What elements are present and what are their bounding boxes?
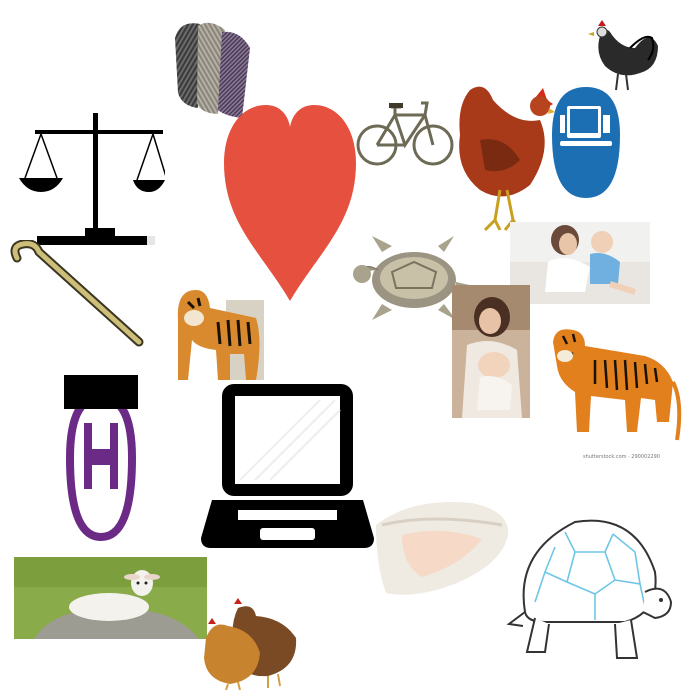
mother-baby-image: [510, 222, 650, 304]
watermark-text: shutterstock.com · 290002290: [583, 454, 660, 460]
rooster-image: [580, 18, 660, 98]
heart-icon: [222, 103, 358, 303]
bicycle-image: [355, 85, 455, 177]
tiger-photo-image: [168, 280, 264, 380]
walking-cane-image: [5, 240, 145, 350]
tortoise-outline-image: [505, 512, 675, 664]
swastika-badge-icon: [62, 373, 140, 543]
tiger-illustration-image: shutterstock.com · 290002290: [545, 312, 685, 462]
conch-shell-image: [372, 495, 512, 600]
hens-photo-image: [198, 598, 303, 690]
tortoise-figurine-image: [352, 232, 477, 324]
balance-scale-icon: [15, 108, 165, 248]
mother-sleeping-baby-image: [452, 285, 530, 418]
caps-image: [170, 18, 260, 118]
lamb-image: [14, 557, 207, 639]
hen-image: [445, 80, 555, 245]
laptop-badge-icon: [550, 85, 622, 200]
laptop-icon: [200, 380, 375, 550]
